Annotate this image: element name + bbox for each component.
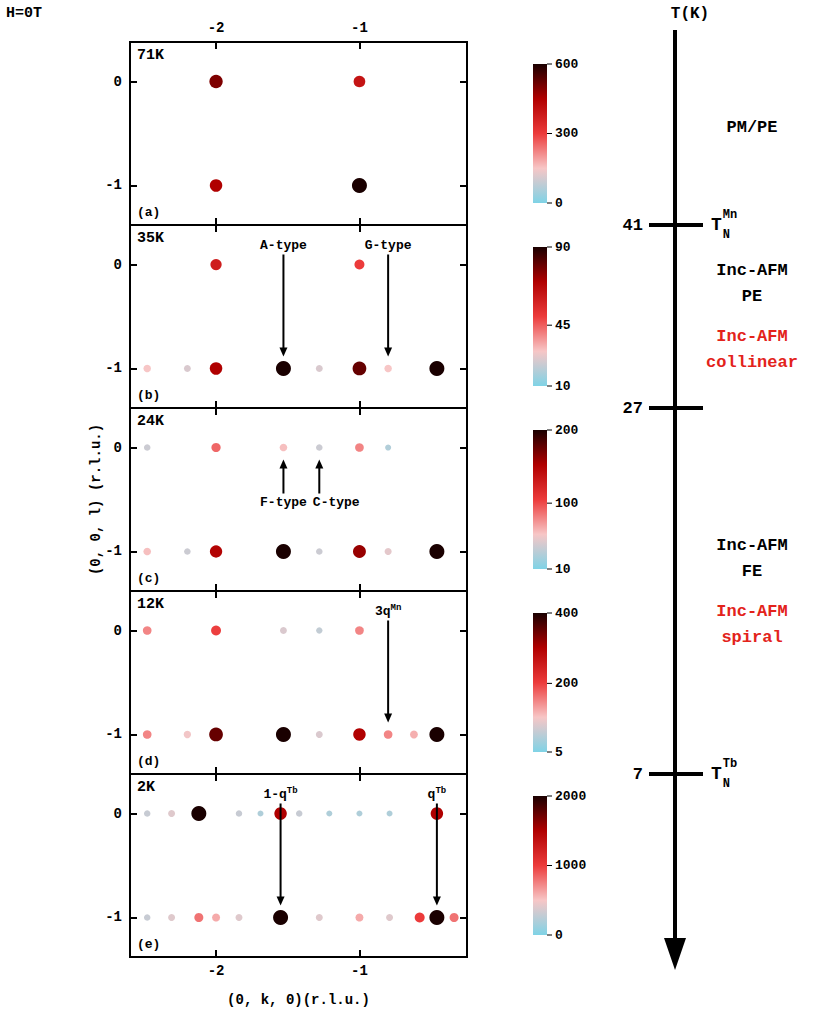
- svg-text:N: N: [723, 777, 730, 791]
- svg-text:3q: 3q: [375, 604, 391, 619]
- svg-text:Mn: Mn: [723, 208, 737, 222]
- svg-text:12K: 12K: [137, 596, 164, 613]
- svg-text:0: 0: [114, 440, 122, 456]
- svg-text:T: T: [711, 764, 722, 784]
- svg-text:(c): (c): [137, 571, 160, 586]
- svg-text:PE: PE: [742, 287, 762, 306]
- svg-text:-1: -1: [351, 963, 368, 979]
- svg-text:(e): (e): [137, 937, 160, 952]
- svg-text:H=0T: H=0T: [6, 5, 42, 22]
- svg-text:400: 400: [555, 606, 579, 621]
- svg-text:100: 100: [555, 496, 579, 511]
- svg-text:T: T: [711, 215, 722, 235]
- svg-text:(a): (a): [137, 205, 160, 220]
- svg-text:C-type: C-type: [313, 495, 360, 510]
- svg-text:Tb: Tb: [435, 786, 446, 796]
- svg-text:71K: 71K: [137, 47, 164, 64]
- svg-text:24K: 24K: [137, 413, 164, 430]
- svg-text:-2: -2: [208, 20, 225, 36]
- svg-text:(d): (d): [137, 754, 160, 769]
- svg-text:0: 0: [114, 257, 122, 273]
- svg-text:Inc-AFM: Inc-AFM: [716, 602, 787, 621]
- svg-text:Inc-AFM: Inc-AFM: [716, 327, 787, 346]
- svg-text:F-type: F-type: [260, 495, 307, 510]
- svg-text:Tb: Tb: [723, 757, 737, 771]
- svg-text:10: 10: [555, 379, 571, 394]
- svg-text:collinear: collinear: [706, 353, 798, 372]
- svg-text:0: 0: [114, 806, 122, 822]
- svg-text:5: 5: [555, 745, 563, 760]
- svg-text:90: 90: [555, 240, 571, 255]
- svg-text:0: 0: [555, 928, 563, 943]
- svg-text:0: 0: [555, 196, 563, 211]
- svg-text:300: 300: [555, 126, 579, 141]
- svg-text:41: 41: [623, 216, 643, 235]
- svg-text:200: 200: [555, 423, 579, 438]
- svg-text:G-type: G-type: [365, 238, 412, 253]
- svg-text:FE: FE: [742, 562, 762, 581]
- svg-text:-1: -1: [105, 909, 122, 925]
- svg-text:Inc-AFM: Inc-AFM: [716, 536, 787, 555]
- svg-text:1000: 1000: [555, 858, 586, 873]
- svg-text:-2: -2: [208, 963, 225, 979]
- svg-text:-1: -1: [105, 543, 122, 559]
- svg-text:PM/PE: PM/PE: [726, 118, 777, 137]
- svg-text:T(K): T(K): [671, 5, 709, 23]
- svg-text:Inc-AFM: Inc-AFM: [716, 261, 787, 280]
- svg-text:(0, k, 0)(r.l.u.): (0, k, 0)(r.l.u.): [227, 992, 370, 1008]
- svg-text:10: 10: [555, 562, 571, 577]
- svg-text:q: q: [428, 787, 436, 802]
- svg-text:45: 45: [555, 318, 571, 333]
- svg-text:A-type: A-type: [260, 238, 307, 253]
- svg-text:2K: 2K: [137, 779, 155, 796]
- svg-text:spiral: spiral: [721, 628, 782, 647]
- svg-text:600: 600: [555, 57, 579, 72]
- svg-text:2000: 2000: [555, 789, 586, 804]
- svg-text:-1: -1: [351, 20, 368, 36]
- svg-text:N: N: [723, 228, 730, 242]
- svg-text:-1: -1: [105, 177, 122, 193]
- svg-text:0: 0: [114, 74, 122, 90]
- svg-text:7: 7: [633, 765, 643, 784]
- svg-text:Tb: Tb: [287, 786, 298, 796]
- svg-text:(b): (b): [137, 388, 160, 403]
- svg-text:200: 200: [555, 676, 579, 691]
- svg-text:Mn: Mn: [391, 603, 402, 613]
- svg-text:1-q: 1-q: [263, 787, 286, 802]
- svg-text:0: 0: [114, 623, 122, 639]
- svg-text:-1: -1: [105, 360, 122, 376]
- svg-text:(0, 0, l) (r.l.u.): (0, 0, l) (r.l.u.): [88, 424, 104, 575]
- svg-text:35K: 35K: [137, 230, 164, 247]
- svg-text:27: 27: [623, 399, 643, 418]
- svg-text:-1: -1: [105, 726, 122, 742]
